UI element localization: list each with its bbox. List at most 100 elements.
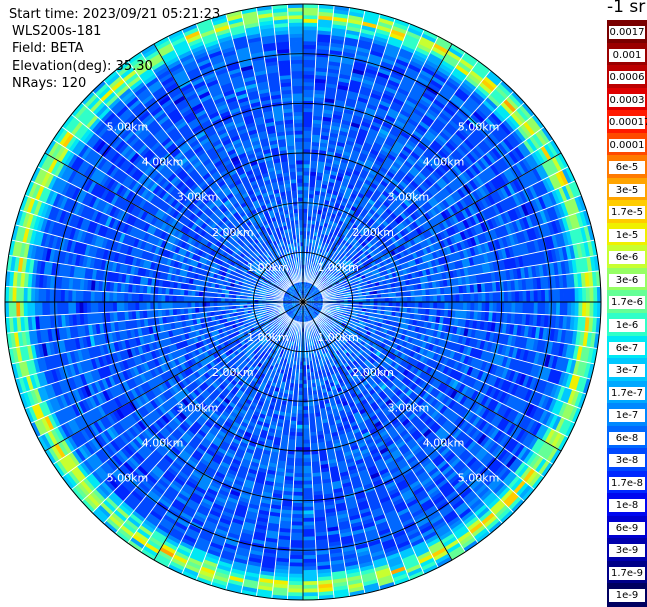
data-cell	[433, 72, 448, 84]
data-cell	[318, 149, 327, 155]
data-cell	[318, 11, 334, 17]
data-cell	[310, 290, 314, 295]
data-cell	[303, 182, 310, 187]
data-cell	[355, 103, 367, 111]
data-cell	[320, 279, 325, 284]
data-cell	[447, 76, 461, 88]
data-cell	[303, 294, 305, 299]
data-cell	[462, 101, 476, 114]
data-cell	[367, 172, 376, 180]
data-cell	[303, 223, 308, 228]
data-cell	[401, 163, 412, 172]
data-cell	[449, 73, 464, 85]
data-cell	[359, 32, 375, 40]
data-cell	[309, 289, 312, 293]
data-cell	[319, 278, 324, 283]
data-cell	[304, 294, 306, 299]
data-cell	[395, 172, 405, 181]
data-cell	[348, 128, 359, 136]
data-cell	[312, 273, 316, 279]
data-cell	[347, 14, 364, 22]
data-cell	[366, 103, 378, 111]
data-cell	[434, 117, 447, 129]
data-cell	[390, 164, 400, 173]
data-cell	[400, 148, 411, 158]
data-cell	[533, 289, 539, 302]
data-cell	[344, 143, 354, 150]
data-cell	[310, 231, 315, 236]
data-cell	[443, 105, 456, 117]
data-cell	[351, 189, 359, 196]
data-cell	[348, 179, 357, 187]
data-cell	[303, 167, 310, 172]
data-cell	[342, 177, 350, 184]
data-cell	[303, 380, 308, 385]
data-cell	[326, 269, 331, 275]
data-cell	[481, 78, 496, 92]
data-cell	[396, 154, 407, 164]
data-cell	[309, 167, 318, 173]
data-cell	[392, 199, 401, 208]
data-cell	[405, 30, 422, 40]
data-cell	[439, 62, 454, 74]
data-cell	[412, 108, 425, 118]
data-cell	[366, 188, 375, 196]
data-cell	[293, 484, 303, 489]
data-cell	[357, 175, 366, 183]
data-cell	[414, 126, 426, 137]
data-cell	[350, 75, 363, 83]
data-cell	[303, 383, 308, 389]
data-cell	[386, 170, 396, 179]
data-cell	[313, 97, 325, 102]
data-cell	[358, 39, 373, 47]
data-cell	[309, 234, 314, 240]
data-cell	[390, 28, 406, 38]
data-cell	[365, 201, 374, 209]
data-cell	[552, 288, 557, 302]
data-cell	[296, 424, 303, 430]
data-cell	[325, 259, 330, 265]
data-cell	[464, 99, 478, 111]
data-cell	[303, 428, 310, 433]
data-cell	[345, 97, 358, 105]
data-cell	[515, 302, 520, 314]
data-cell	[373, 202, 381, 210]
data-cell	[471, 90, 486, 103]
data-cell	[442, 56, 458, 68]
data-cell	[303, 197, 309, 202]
data-cell	[341, 154, 351, 161]
data-cell	[308, 201, 314, 206]
data-cell	[349, 7, 365, 15]
data-cell	[400, 44, 416, 54]
data-cell	[304, 290, 307, 295]
data-cell	[306, 283, 308, 288]
data-cell	[559, 288, 565, 302]
data-cell	[419, 138, 430, 149]
data-cell	[340, 157, 350, 164]
data-cell	[429, 172, 439, 183]
data-cell	[294, 462, 303, 467]
data-cell	[314, 190, 321, 196]
data-cell	[458, 84, 472, 97]
data-cell	[360, 28, 376, 36]
data-cell	[416, 123, 428, 134]
data-cell	[304, 286, 306, 291]
data-cell	[444, 302, 449, 310]
data-cell	[401, 77, 415, 87]
data-cell	[343, 108, 355, 115]
data-cell	[434, 39, 451, 51]
data-cell	[316, 271, 320, 277]
data-cell	[304, 290, 306, 295]
data-cell	[480, 102, 493, 115]
data-cell	[320, 187, 328, 193]
data-cell	[432, 98, 446, 110]
data-cell	[304, 290, 306, 295]
data-cell	[296, 417, 303, 422]
data-cell	[362, 74, 376, 83]
data-cell	[309, 238, 313, 244]
data-cell	[408, 193, 417, 203]
data-cell	[363, 162, 373, 170]
data-cell	[319, 221, 325, 227]
data-cell	[436, 302, 442, 310]
data-cell	[356, 179, 365, 186]
